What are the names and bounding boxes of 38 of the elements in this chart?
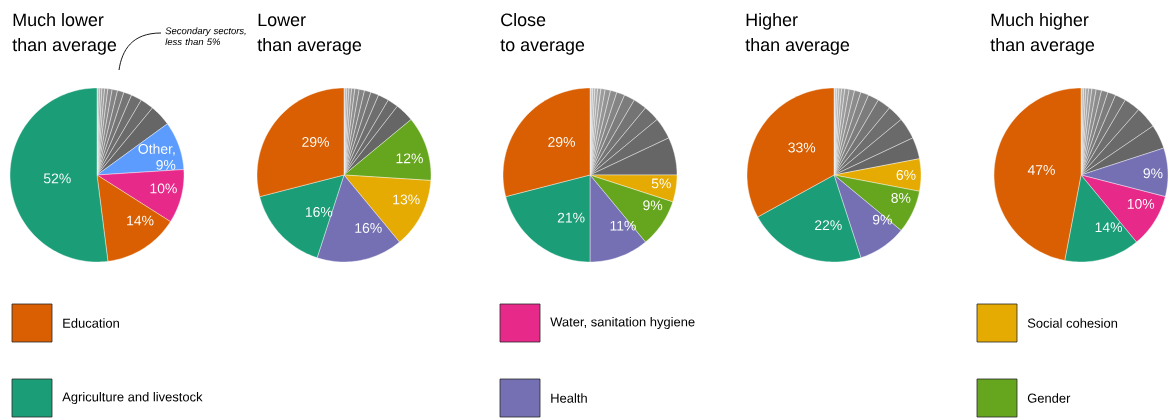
chart-subtitle: than average: [990, 38, 1095, 55]
chart-title: Much lower: [13, 13, 104, 27]
chart-title: Higher: [746, 13, 798, 30]
chart-title: Close: [501, 13, 546, 27]
data-label: 9%: [643, 200, 663, 211]
data-label: 8%: [891, 193, 911, 203]
chart-title: Much higher: [991, 13, 1089, 30]
category-label: Social cohesion: [1027, 318, 1118, 328]
data-label: 13%: [393, 194, 420, 205]
chart-subtitle: than average: [12, 38, 117, 55]
chart-title: Lower: [258, 13, 306, 27]
data-label: Other, 9%: [138, 143, 176, 170]
text: Secondary sectors, less than 5%: [165, 27, 246, 46]
data-label: 10%: [1127, 198, 1155, 209]
data-label: 29%: [548, 136, 575, 147]
data-label: 16%: [355, 223, 382, 233]
chart-subtitle: than average: [257, 38, 362, 55]
data-label: 52%: [43, 173, 71, 184]
data-label: 16%: [305, 206, 333, 217]
data-label: 47%: [1027, 165, 1055, 175]
category-label: Education: [63, 318, 119, 328]
data-label: 21%: [557, 212, 585, 223]
data-label: 12%: [396, 153, 423, 164]
category-label: Gender: [1027, 393, 1071, 403]
chart-subtitle: to average: [500, 39, 585, 55]
category-label: Agriculture and livestock: [62, 391, 203, 405]
data-label: 6%: [896, 170, 916, 180]
data-label: 5%: [651, 178, 671, 189]
data-label: 33%: [788, 142, 816, 153]
data-label: 10%: [150, 183, 177, 194]
data-label: 14%: [127, 215, 154, 226]
data-label: 14%: [1095, 222, 1123, 233]
data-label: 22%: [815, 220, 842, 231]
chart-subtitle: than average: [745, 38, 850, 55]
data-label: 9%: [1143, 168, 1163, 179]
category-label: Water, sanitation hygiene: [550, 316, 695, 330]
category-label: Health: [551, 393, 587, 403]
data-label: 29%: [302, 136, 329, 147]
